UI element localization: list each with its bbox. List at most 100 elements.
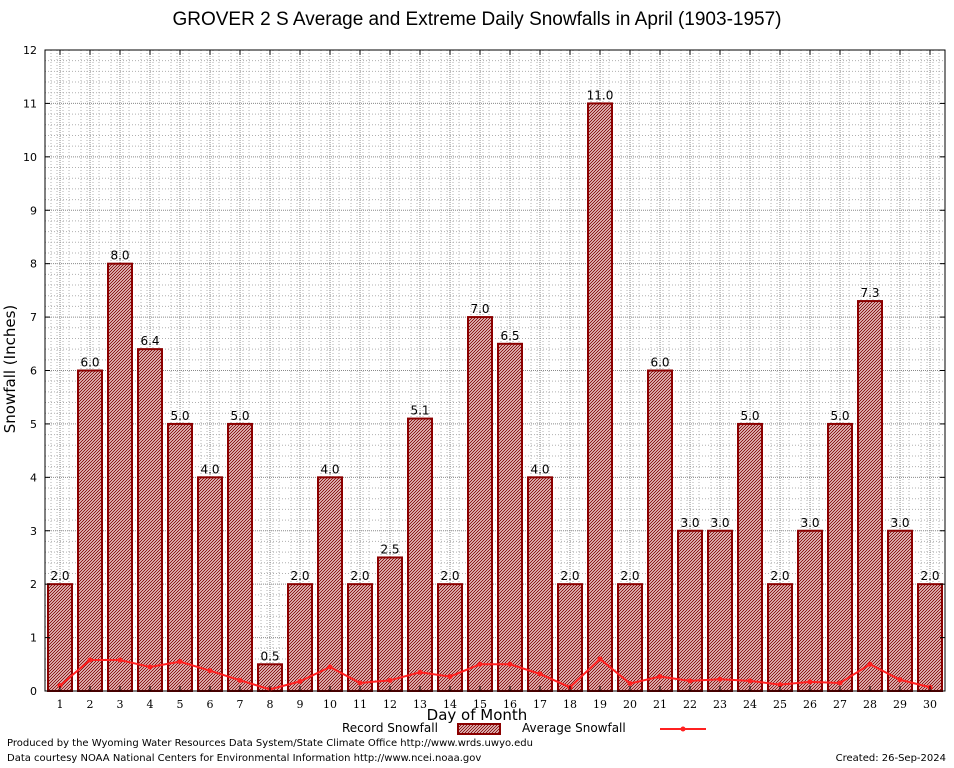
bar-value-label: 2.0 — [560, 569, 579, 583]
x-tick-label: 18 — [563, 698, 577, 711]
x-tick-label: 17 — [533, 698, 547, 711]
chart-title: GROVER 2 S Average and Extreme Daily Sno… — [172, 9, 782, 30]
x-tick-label: 9 — [297, 698, 304, 711]
x-tick-label: 24 — [743, 698, 757, 711]
y-tick-label: 4 — [30, 471, 37, 484]
average-point — [897, 677, 903, 683]
bar-value-label: 4.0 — [530, 462, 549, 476]
average-point — [87, 657, 93, 663]
y-tick-label: 8 — [30, 258, 37, 271]
x-tick-label: 7 — [237, 698, 244, 711]
legend-average-label: Average Snowfall — [522, 721, 626, 735]
x-tick-label: 5 — [177, 698, 184, 711]
x-tick-label: 23 — [713, 698, 727, 711]
record-bar — [557, 583, 583, 693]
bar-value-label: 2.0 — [620, 569, 639, 583]
bar-value-label: 5.1 — [410, 404, 429, 418]
footer-produced-by: Produced by the Wyoming Water Resources … — [7, 738, 533, 749]
bar-value-label: 2.0 — [350, 569, 369, 583]
x-tick-label: 26 — [803, 698, 817, 711]
bar-value-label: 0.5 — [260, 649, 279, 663]
record-bar — [347, 583, 373, 693]
y-tick-label: 9 — [30, 204, 37, 217]
record-bar — [767, 583, 793, 693]
bar-value-label: 6.5 — [500, 329, 519, 343]
legend-record-label: Record Snowfall — [342, 721, 438, 735]
record-bar — [197, 476, 223, 693]
average-line-path — [59, 657, 931, 691]
bar-value-label: 7.3 — [860, 286, 879, 300]
bar-value-label: 2.5 — [380, 542, 399, 556]
y-tick-label: 2 — [30, 578, 37, 591]
average-point — [297, 678, 303, 684]
legend-average-swatch-point — [680, 726, 686, 732]
average-point — [687, 678, 693, 684]
bar-value-label: 5.0 — [830, 409, 849, 423]
bar-value-label: 11.0 — [587, 88, 614, 102]
x-tick-label: 4 — [147, 698, 154, 711]
average-point — [207, 668, 213, 674]
y-tick-label: 1 — [30, 632, 37, 645]
record-bar — [407, 417, 433, 692]
average-point — [357, 680, 363, 686]
record-bar — [887, 529, 913, 692]
average-point — [627, 681, 633, 687]
average-point — [387, 677, 393, 683]
average-point — [507, 661, 513, 667]
y-tick-label: 7 — [30, 311, 37, 324]
record-bar — [377, 556, 403, 692]
average-point — [807, 679, 813, 685]
y-tick-label: 10 — [23, 151, 37, 164]
record-bar — [797, 529, 823, 692]
x-tick-label: 30 — [923, 698, 937, 711]
y-tick-label: 11 — [23, 97, 37, 110]
record-bar — [617, 583, 643, 693]
x-tick-label: 25 — [773, 698, 787, 711]
x-tick-label: 6 — [207, 698, 214, 711]
y-tick-label: 0 — [30, 685, 37, 698]
bar-value-label: 4.0 — [320, 462, 339, 476]
record-bar — [77, 369, 103, 692]
record-bar — [587, 102, 613, 692]
y-tick-label: 5 — [30, 418, 37, 431]
x-tick-label: 28 — [863, 698, 877, 711]
record-bar — [527, 476, 553, 693]
average-point — [477, 661, 483, 667]
bar-value-label: 3.0 — [800, 516, 819, 530]
x-tick-label: 11 — [353, 698, 367, 711]
record-bar — [827, 422, 853, 692]
bar-value-label: 5.0 — [740, 409, 759, 423]
bar-value-label: 3.0 — [680, 516, 699, 530]
average-point — [597, 656, 603, 662]
average-point — [327, 664, 333, 670]
record-bar — [647, 369, 673, 692]
bar-value-label: 2.0 — [50, 569, 69, 583]
x-tick-label: 27 — [833, 698, 847, 711]
record-bar — [677, 529, 703, 692]
average-point — [447, 674, 453, 680]
bar-value-label: 2.0 — [920, 569, 939, 583]
bar-value-label: 4.0 — [200, 462, 219, 476]
x-tick-label: 16 — [503, 698, 517, 711]
bar-value-label: 5.0 — [170, 409, 189, 423]
record-bar — [167, 422, 193, 692]
x-tick-label: 15 — [473, 698, 487, 711]
average-point — [837, 680, 843, 686]
x-tick-label: 22 — [683, 698, 697, 711]
y-axis-label: Snowfall (Inches) — [1, 304, 19, 434]
average-point — [867, 661, 873, 667]
x-tick-label: 2 — [87, 698, 94, 711]
footer-data-courtesy: Data courtesy NOAA National Centers for … — [7, 753, 482, 764]
record-bar — [137, 348, 163, 692]
x-tick-label: 10 — [323, 698, 337, 711]
record-bar — [227, 422, 253, 692]
record-bar — [317, 476, 343, 693]
x-tick-label: 13 — [413, 698, 427, 711]
bar-value-label: 8.0 — [110, 249, 129, 263]
x-axis-label: Day of Month — [426, 706, 528, 724]
bar-value-label: 3.0 — [890, 516, 909, 530]
bar-value-label: 2.0 — [770, 569, 789, 583]
record-bar — [287, 583, 313, 693]
